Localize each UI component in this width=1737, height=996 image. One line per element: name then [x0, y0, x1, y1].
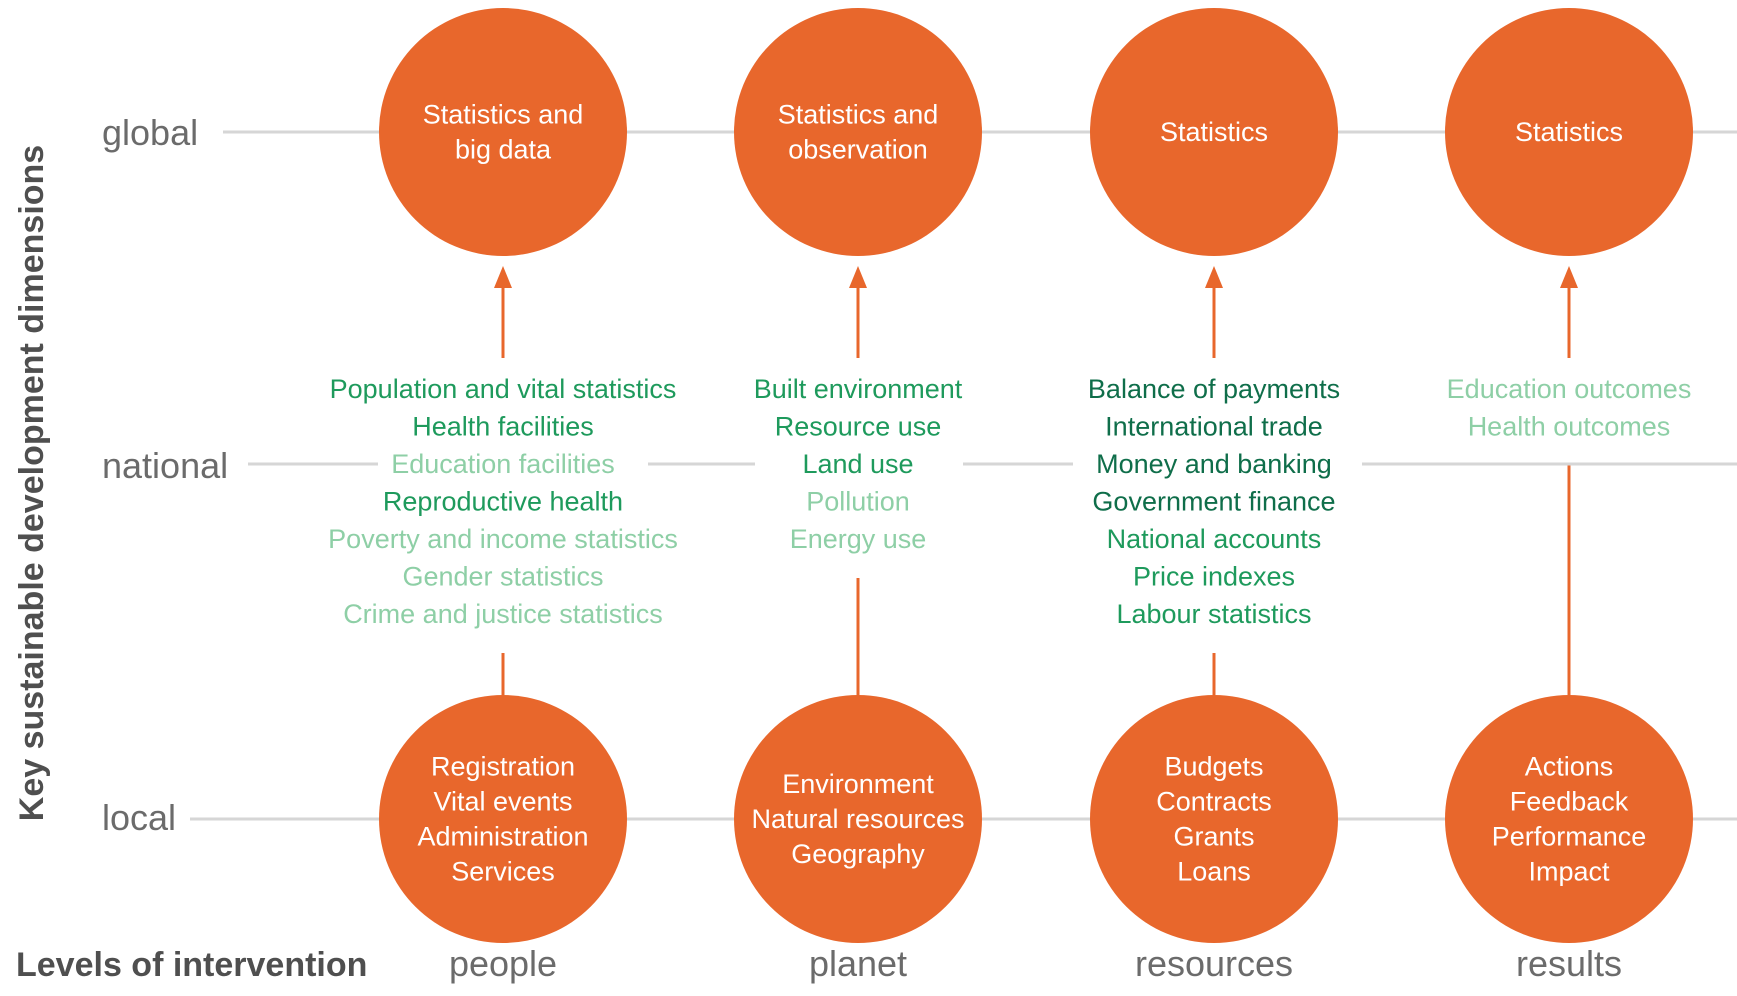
bottom-circle-resources: [1090, 695, 1338, 943]
bottom-circle-text-results: Feedback: [1510, 787, 1629, 817]
item-results-1: Health outcomes: [1468, 412, 1671, 442]
bottom-circle-text-planet: Geography: [791, 839, 925, 869]
item-people-0: Population and vital statistics: [330, 374, 677, 404]
item-resources-1: International trade: [1105, 412, 1323, 442]
top-circle-planet: [734, 8, 982, 256]
item-people-6: Crime and justice statistics: [343, 599, 663, 629]
item-resources-0: Balance of payments: [1088, 374, 1340, 404]
column-label-resources: resources: [1135, 943, 1293, 984]
item-planet-0: Built environment: [754, 374, 963, 404]
row-label-national: national: [102, 445, 228, 486]
top-circle-text-planet: observation: [788, 135, 928, 165]
column-item-lists: Population and vital statistics Health fa…: [328, 374, 1691, 629]
bottom-circle-results: [1445, 695, 1693, 943]
bottom-circle-text-results: Actions: [1525, 752, 1614, 782]
bottom-circle-text-resources: Contracts: [1156, 787, 1272, 817]
arrow-head-planet: [849, 266, 867, 288]
item-resources-5: Price indexes: [1133, 562, 1295, 592]
bottom-circle-text-people: Administration: [417, 822, 588, 852]
top-circle-people: [379, 8, 627, 256]
item-people-2: Education facilities: [391, 449, 615, 479]
item-resources-2: Money and banking: [1096, 449, 1332, 479]
arrow-head-results: [1560, 266, 1578, 288]
bottom-circle-planet: [734, 695, 982, 943]
item-people-1: Health facilities: [412, 412, 594, 442]
top-circle-text-people: Statistics and: [423, 100, 584, 130]
bottom-circle-people: [379, 695, 627, 943]
item-people-4: Poverty and income statistics: [328, 524, 678, 554]
item-resources-6: Labour statistics: [1116, 599, 1311, 629]
column-label-results: results: [1516, 943, 1622, 984]
top-circle-results: [1445, 8, 1693, 256]
bottom-circle-text-people: Services: [451, 857, 555, 887]
bottom-circle-text-people: Vital events: [433, 787, 572, 817]
top-circle-resources: [1090, 8, 1338, 256]
arrow-head-people: [494, 266, 512, 288]
item-people-5: Gender statistics: [402, 562, 603, 592]
vertical-axis-title: Key sustainable development dimensions: [13, 145, 51, 821]
item-resources-4: National accounts: [1107, 524, 1322, 554]
top-circle-text-people: big data: [455, 135, 552, 165]
top-circle-text-results: Statistics: [1515, 117, 1623, 147]
row-label-global: global: [102, 112, 198, 153]
item-planet-3: Pollution: [806, 487, 910, 517]
item-planet-1: Resource use: [775, 412, 942, 442]
item-planet-2: Land use: [802, 449, 913, 479]
item-resources-3: Government finance: [1092, 487, 1335, 517]
bottom-circle-text-planet: Natural resources: [751, 804, 964, 834]
top-circle-text-resources: Statistics: [1160, 117, 1268, 147]
bottom-circle-text-results: Performance: [1492, 822, 1647, 852]
bottom-circle-text-resources: Grants: [1173, 822, 1254, 852]
bottom-circle-text-resources: Budgets: [1164, 752, 1263, 782]
bottom-circle-text-resources: Loans: [1177, 857, 1251, 887]
column-circles: Statistics and big data Registration Vital …: [379, 8, 1693, 943]
arrow-head-resources: [1205, 266, 1223, 288]
row-label-local: local: [102, 797, 176, 838]
horizontal-axis-title: Levels of intervention: [16, 946, 367, 984]
bottom-circle-text-people: Registration: [431, 752, 575, 782]
top-circle-text-planet: Statistics and: [778, 100, 939, 130]
column-label-planet: planet: [809, 943, 907, 984]
bottom-circle-text-planet: Environment: [782, 769, 934, 799]
row-grid-lines: [190, 130, 1737, 821]
column-label-people: people: [449, 943, 557, 984]
column-connectors: [494, 266, 1578, 695]
bottom-circle-text-results: Impact: [1528, 857, 1610, 887]
item-people-3: Reproductive health: [383, 487, 623, 517]
item-planet-4: Energy use: [790, 524, 927, 554]
item-results-0: Education outcomes: [1447, 374, 1692, 404]
